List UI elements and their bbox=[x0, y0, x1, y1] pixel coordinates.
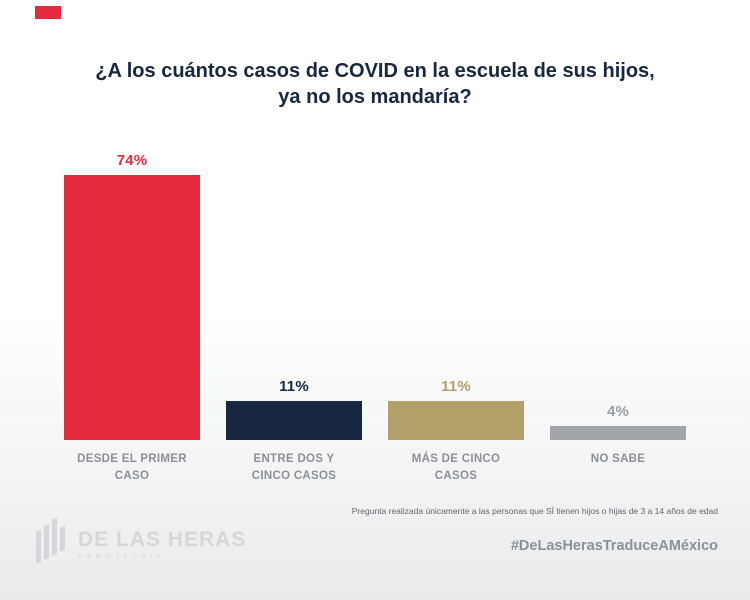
bar-zone: 11% bbox=[226, 140, 362, 440]
footnote: Pregunta realizada únicamente a las pers… bbox=[351, 506, 718, 516]
bar-value-label: 74% bbox=[116, 152, 148, 169]
bar-chart: 74% DESDE EL PRIMER CASO 11% ENTRE DOS Y CI… bbox=[0, 140, 750, 485]
bar-zone: 74% bbox=[64, 140, 200, 440]
bar bbox=[550, 426, 686, 440]
bar-group: 4% NO SABE bbox=[550, 140, 686, 485]
bar-group: 11% ENTRE DOS Y CINCO CASOS bbox=[226, 140, 362, 485]
bar bbox=[388, 401, 524, 440]
bar-category-label: ENTRE DOS Y CINCO CASOS bbox=[251, 453, 337, 482]
bar-value-label: 11% bbox=[279, 378, 309, 395]
bar-value-label: 11% bbox=[441, 378, 471, 395]
logo-subtitle: DEMOTECNIA bbox=[78, 552, 166, 560]
bar-zone: 4% bbox=[550, 140, 686, 440]
logo-text: DE LAS HERAS DEMOTECNIA bbox=[78, 529, 246, 561]
logo-name: DE LAS HERAS bbox=[78, 527, 247, 551]
brand-logo: DE LAS HERAS DEMOTECNIA bbox=[32, 518, 246, 571]
bar-category-label: DESDE EL PRIMER CASO bbox=[77, 453, 187, 482]
corner-accent-mark bbox=[35, 6, 61, 19]
bar bbox=[64, 175, 200, 440]
bar-zone: 11% bbox=[388, 140, 524, 440]
chart-title: ¿A los cuántos casos de COVID en la escu… bbox=[95, 60, 655, 109]
bar-group: 11% MÁS DE CINCO CASOS bbox=[388, 140, 524, 485]
bar-category-label: NO SABE bbox=[590, 453, 646, 465]
bar-group: 74% DESDE EL PRIMER CASO bbox=[64, 140, 200, 485]
bar bbox=[226, 401, 362, 440]
bar-category-label: MÁS DE CINCO CASOS bbox=[411, 453, 501, 482]
hashtag: #DeLasHerasTraduceAMéxico bbox=[510, 538, 718, 554]
bar-value-label: 4% bbox=[606, 403, 630, 420]
de-las-heras-logo-icon bbox=[32, 518, 68, 571]
